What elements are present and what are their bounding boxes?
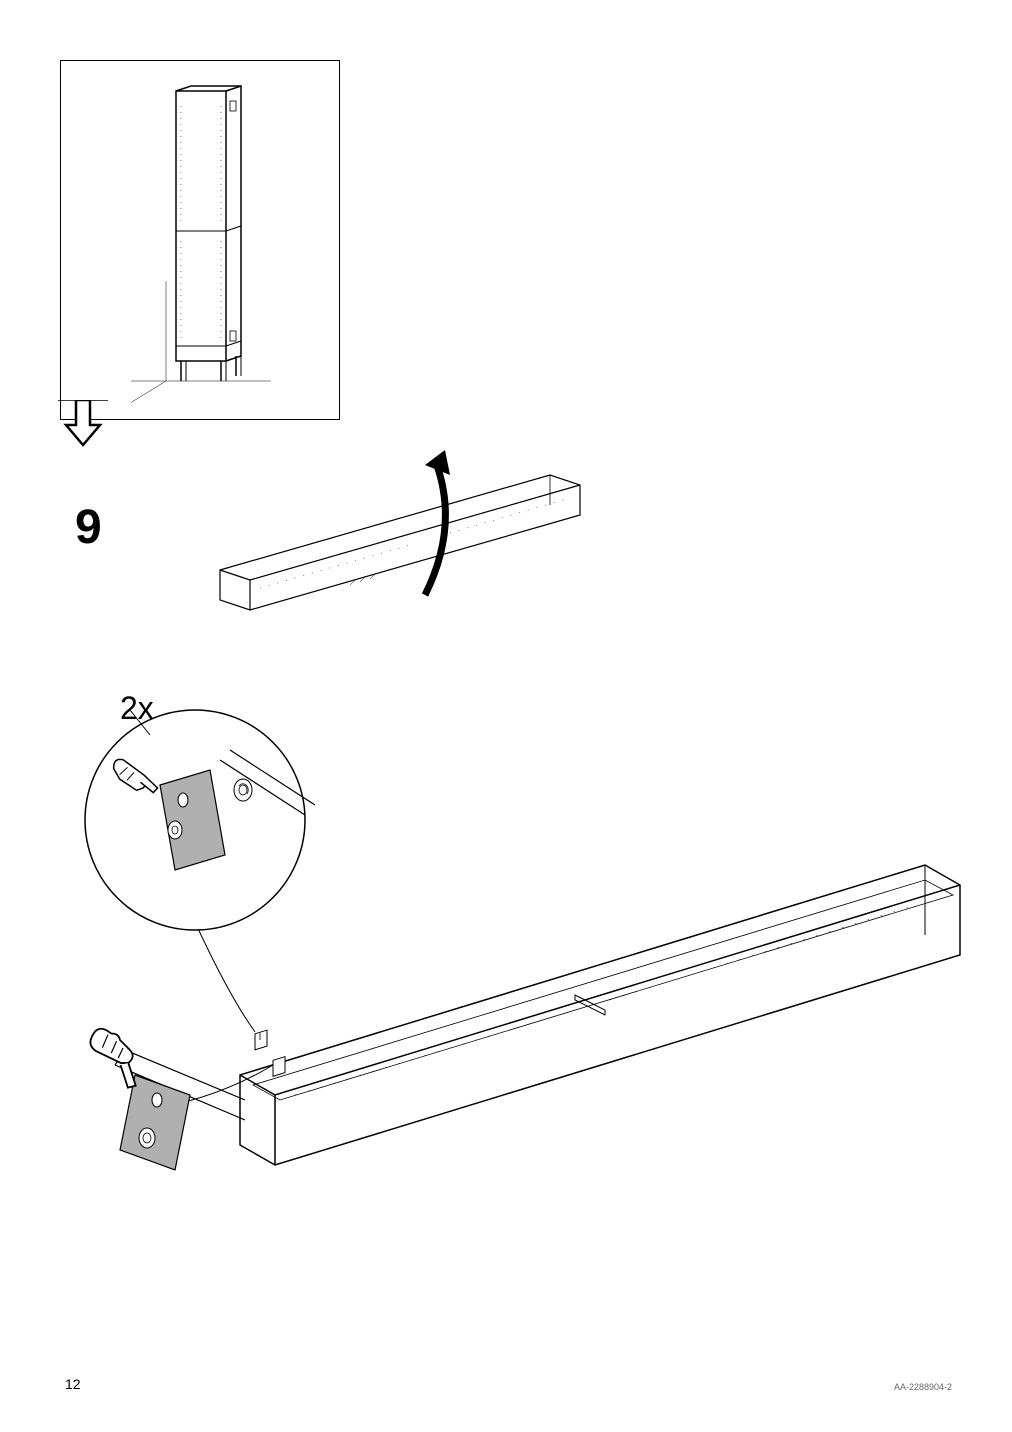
rotate-panel-icon — [200, 430, 600, 630]
lower-section: 2x 100065654 — [45, 700, 965, 1280]
doc-id: AA-2288904-2 — [894, 1382, 952, 1392]
continue-arrow-icon — [58, 400, 108, 450]
page-number: 12 — [65, 1376, 81, 1392]
page-container: 9 — [0, 0, 1012, 1432]
hinge-detail-circle-icon — [75, 700, 315, 940]
press-detail-icon — [65, 1000, 245, 1180]
reference-box — [60, 60, 340, 420]
step-number: 9 — [75, 500, 102, 555]
assembled-cabinet-icon — [131, 81, 271, 411]
